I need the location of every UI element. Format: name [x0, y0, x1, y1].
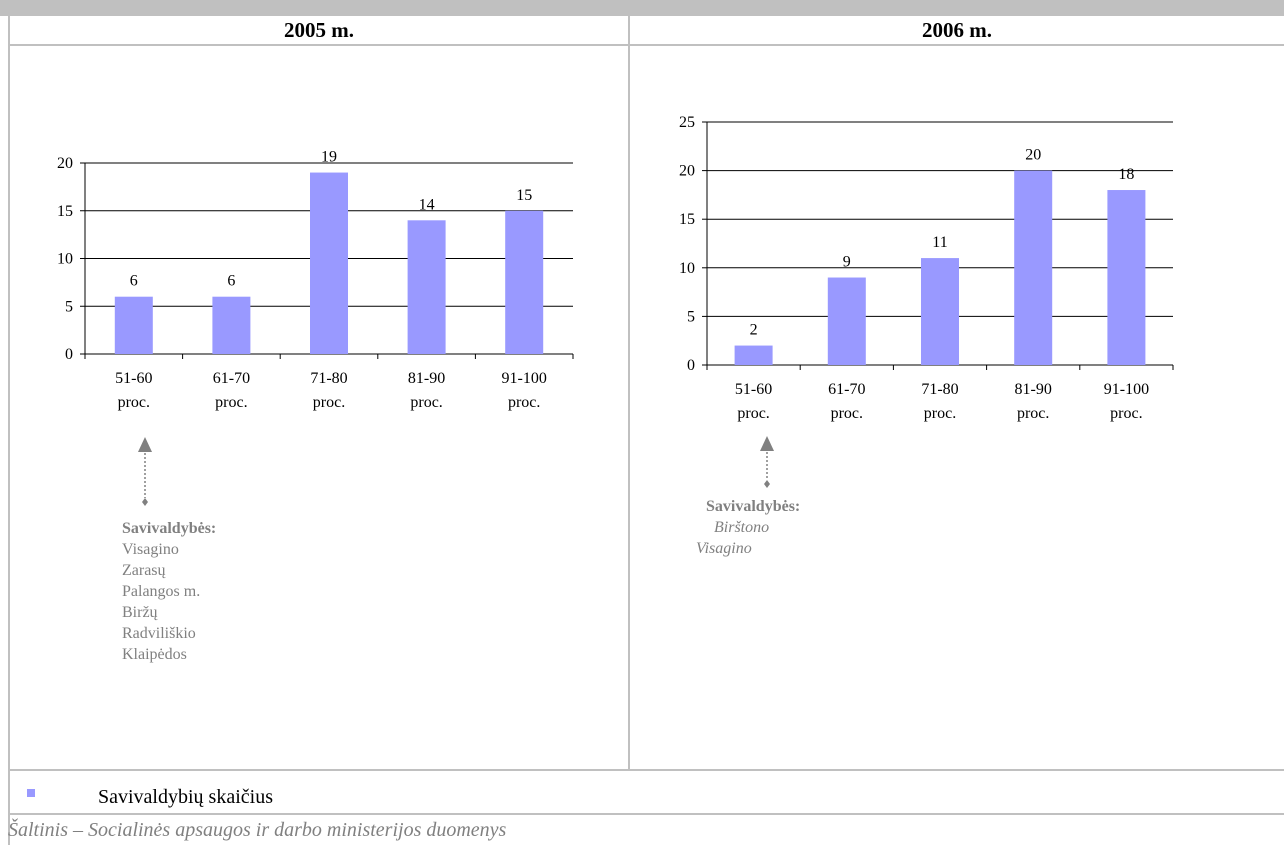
chart-2005-category-label: 91-100 [502, 370, 547, 387]
chart-2006-bar [1107, 190, 1146, 365]
municipalities-2006: Savivaldybės: Birštono Visagino [696, 496, 801, 559]
arrow-left-head [138, 437, 152, 452]
chart-2005-ytick-label: 5 [65, 298, 73, 315]
chart-2006-bar [734, 345, 773, 365]
chart-2006-category-label: proc. [1110, 405, 1142, 422]
year-header-2006: 2006 m. [922, 18, 992, 42]
chart-2005-data-label: 6 [227, 273, 235, 290]
chart-2006-data-label: 2 [750, 322, 758, 339]
chart-2006-category-label: 81-90 [1015, 381, 1052, 398]
top-band [0, 0, 1284, 16]
chart-2005-data-label: 14 [419, 196, 435, 213]
chart-2006-category-label: proc. [737, 405, 769, 422]
municipality-item: Zarasų [122, 562, 166, 579]
chart-2005-data-label: 15 [516, 187, 532, 204]
chart-2005-bar [505, 210, 544, 354]
chart-2006-category-label: 61-70 [828, 381, 865, 398]
chart-2006-bar [827, 277, 866, 365]
municipality-item: Visagino [122, 541, 179, 558]
municipality-item: Palangos m. [122, 583, 201, 600]
body-divider [8, 769, 1284, 771]
chart-2006-ytick-label: 10 [679, 260, 695, 277]
table-border-middle [628, 16, 630, 770]
chart-2005-data-label: 6 [130, 273, 138, 290]
chart-2005-ytick-label: 20 [57, 155, 73, 172]
chart-2006: 0 5 10 15 20 25 2 51-60 proc. 9 61-70 proc. 11 71-80 p… [679, 114, 1174, 422]
chart-2005-bar [407, 220, 446, 354]
chart-2005-category-label: proc. [313, 394, 345, 411]
municipality-item: Birštono [714, 519, 770, 536]
chart-2005-category-label: proc. [508, 394, 540, 411]
chart-2006-category-label: proc. [1017, 405, 1049, 422]
chart-2006-category-label: 51-60 [735, 381, 772, 398]
header-divider [8, 44, 1284, 46]
arrow-right [760, 436, 774, 488]
chart-2005-ytick-label: 0 [65, 346, 73, 363]
chart-2006-data-label: 20 [1025, 147, 1041, 164]
municipality-item: Biržų [122, 604, 158, 621]
chart-2005-category-label: 71-80 [310, 370, 347, 387]
chart-2005-category-label: 51-60 [115, 370, 152, 387]
chart-2005-bar [114, 296, 153, 354]
municipality-item: Visagino [696, 540, 752, 557]
chart-2006-ytick-label: 15 [679, 211, 695, 228]
municipalities-2005-title: Savivaldybės: [122, 520, 217, 537]
chart-2005-category-label: 81-90 [408, 370, 445, 387]
chart-2006-ytick-label: 20 [679, 163, 695, 180]
municipalities-2005: Savivaldybės: Visagino Zarasų Palangos m… [122, 518, 216, 665]
municipalities-2006-title: Savivaldybės: [706, 498, 801, 515]
chart-2005: 0 5 10 15 20 6 51-60 proc. 6 61-70 proc. 19 71-80 pro… [57, 149, 574, 411]
legend-label: Savivaldybių skaičius [98, 786, 273, 808]
chart-2005-category-label: proc. [215, 394, 247, 411]
chart-2005-category-label: proc. [410, 394, 442, 411]
municipality-item: Klaipėdos [122, 646, 187, 663]
chart-2006-category-label: 71-80 [921, 381, 958, 398]
legend-swatch [27, 789, 35, 797]
source-note: Šaltinis – Socialinės apsaugos ir darbo … [8, 819, 507, 841]
chart-2006-bar [921, 258, 959, 365]
municipality-item: Radviliškio [122, 625, 196, 642]
chart-2006-bar [1014, 170, 1053, 365]
chart-2005-ytick-label: 10 [57, 251, 73, 268]
chart-2006-data-label: 11 [932, 234, 947, 251]
arrow-right-head [760, 436, 774, 451]
arrow-right-tail [764, 480, 770, 488]
chart-2006-category-label: proc. [924, 405, 956, 422]
chart-2006-data-label: 9 [843, 254, 851, 271]
chart-2005-ytick-label: 15 [57, 203, 73, 220]
chart-2006-data-label: 18 [1118, 166, 1134, 183]
chart-2006-ytick-label: 5 [687, 308, 695, 325]
chart-2006-category-label: 91-100 [1104, 381, 1149, 398]
chart-2005-bar [310, 172, 348, 354]
chart-2006-ytick-label: 25 [679, 114, 695, 131]
chart-2006-ytick-label: 0 [687, 357, 695, 374]
arrow-left-tail [142, 498, 148, 506]
year-header-2005: 2005 m. [284, 18, 354, 42]
chart-2006-category-label: proc. [831, 405, 863, 422]
legend-divider [8, 813, 1284, 815]
table-border-left [8, 16, 10, 845]
chart-2005-category-label: 61-70 [213, 370, 250, 387]
chart-2005-category-label: proc. [118, 394, 150, 411]
chart-2005-data-label: 19 [321, 149, 337, 166]
chart-2005-bar [212, 296, 251, 354]
arrow-left [138, 437, 152, 506]
